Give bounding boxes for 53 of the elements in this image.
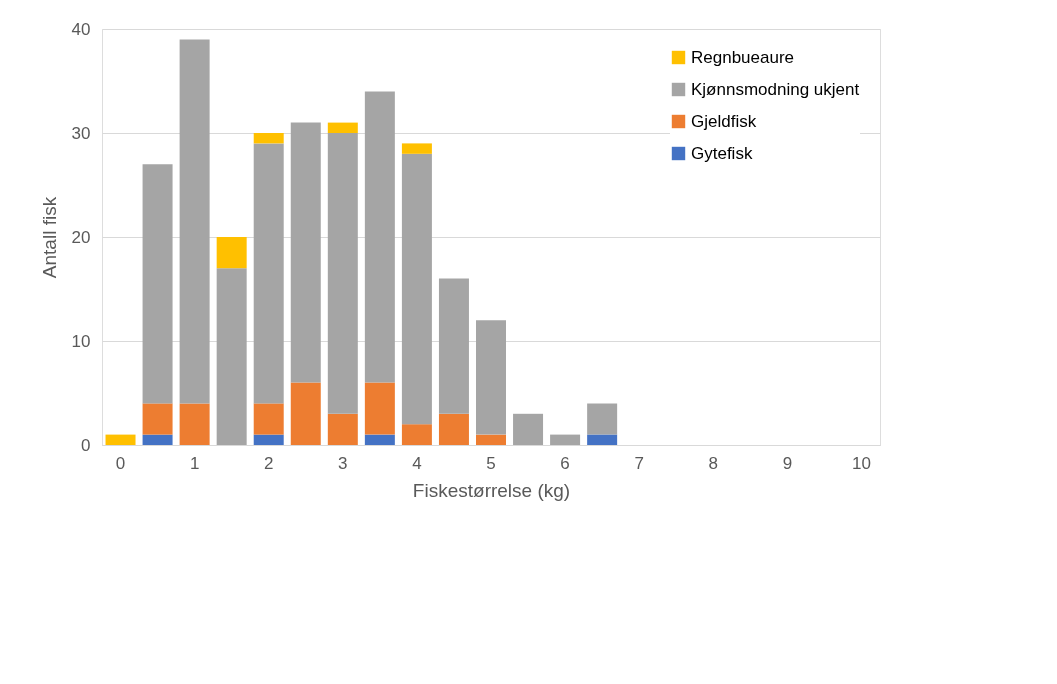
y-tick-label: 30 xyxy=(71,123,91,143)
bar xyxy=(216,268,247,445)
x-tick-label: 2 xyxy=(263,453,274,473)
x-tick-label: 5 xyxy=(486,453,496,473)
bar xyxy=(253,133,284,144)
bar xyxy=(401,153,432,425)
x-tick-label: 0 xyxy=(115,453,126,473)
bar xyxy=(401,424,432,445)
bar xyxy=(327,413,358,445)
bar xyxy=(142,434,173,445)
x-tick-label: 3 xyxy=(338,453,348,473)
x-tick-label: 1 xyxy=(189,453,200,473)
y-tick-label: 0 xyxy=(81,435,91,455)
bar xyxy=(105,434,136,445)
bar xyxy=(327,122,358,133)
bar xyxy=(364,382,395,435)
x-tick-label: 10 xyxy=(852,453,871,473)
legend-label: Gjeldfisk xyxy=(691,111,757,131)
bar xyxy=(290,122,321,383)
bar xyxy=(179,403,210,445)
x-tick-label: 6 xyxy=(560,453,570,473)
legend-label: Kjønnsmodning ukjent xyxy=(691,79,860,99)
bar xyxy=(179,39,210,404)
y-tick-label: 20 xyxy=(71,227,91,247)
bar xyxy=(476,320,506,435)
x-tick-label: 4 xyxy=(412,453,422,473)
bar xyxy=(142,403,173,435)
x-tick-label: 7 xyxy=(634,453,644,473)
bar xyxy=(327,133,358,414)
legend-label: Gytefisk xyxy=(691,143,753,163)
bar xyxy=(587,403,618,435)
x-tick-label: 8 xyxy=(708,453,719,473)
bar xyxy=(364,91,395,383)
bar xyxy=(216,237,247,269)
bar xyxy=(587,434,618,445)
y-tick-label: 40 xyxy=(71,19,91,39)
bar xyxy=(290,382,321,445)
bar xyxy=(476,434,506,445)
bar xyxy=(364,434,395,445)
bar xyxy=(513,413,544,445)
bar xyxy=(253,143,284,404)
x-axis-title: Fiskestørrelse (kg) xyxy=(412,479,571,501)
x-tick-label: 9 xyxy=(782,453,793,473)
legend-label: Regnbueaure xyxy=(691,47,795,67)
bar xyxy=(550,434,581,445)
y-axis-title: Antall fisk xyxy=(38,196,60,279)
bar xyxy=(253,434,284,445)
bar xyxy=(401,143,432,154)
bar xyxy=(142,164,173,404)
bar xyxy=(438,278,469,414)
y-tick-label: 10 xyxy=(71,331,91,351)
bar xyxy=(438,413,469,445)
bar xyxy=(253,403,284,435)
